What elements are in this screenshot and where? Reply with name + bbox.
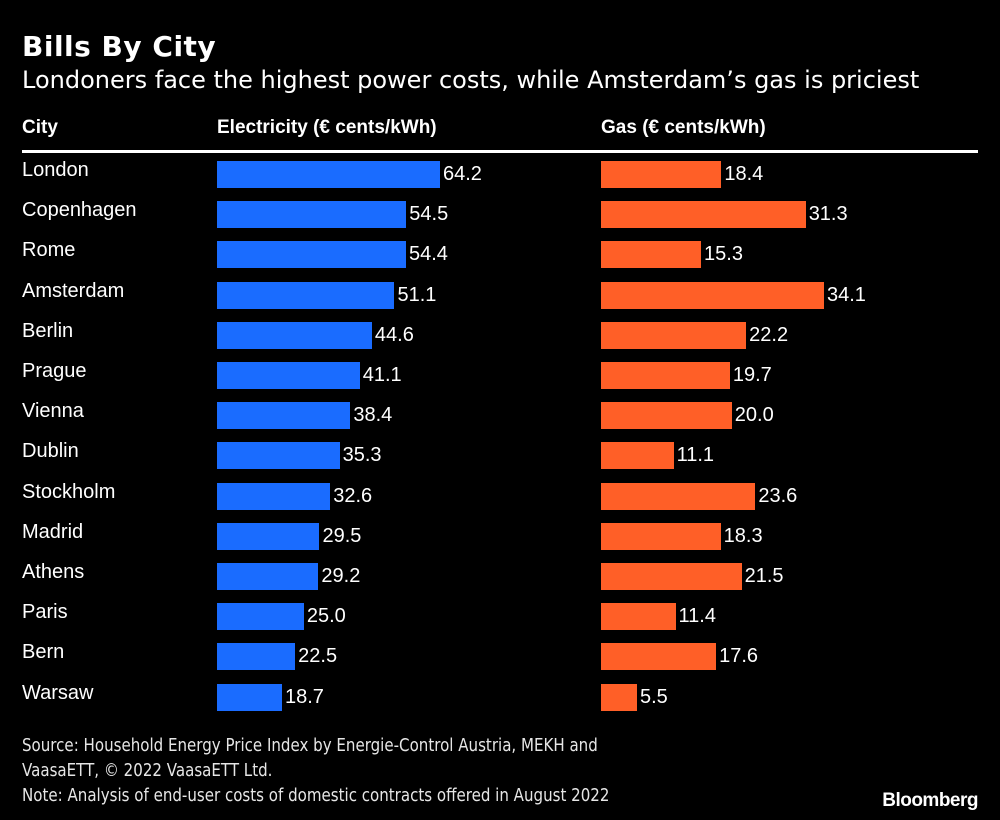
electricity-bar: [217, 321, 372, 349]
electricity-bar: [217, 643, 296, 671]
gas-value-label: 34.1: [827, 283, 866, 306]
electricity-bar: [217, 603, 304, 631]
city-label: Prague: [22, 360, 87, 382]
electricity-bar: [217, 442, 340, 470]
electricity-value-label: 38.4: [353, 404, 393, 427]
city-label: Copenhagen: [22, 199, 137, 222]
gas-bar: [601, 482, 756, 510]
gas-bar: [601, 522, 721, 550]
gas-value-label: 5.5: [639, 685, 668, 708]
electricity-bar: [217, 241, 406, 269]
city-label: Vienna: [22, 400, 84, 423]
gas-bar: [601, 362, 730, 389]
gas-bar: [601, 683, 637, 711]
electricity-bar: [217, 482, 331, 510]
gas-value-label: 11.1: [676, 444, 715, 467]
gas-value-label: 17.6: [719, 645, 759, 668]
gas-value-label: 21.5: [744, 565, 784, 587]
city-label: Bern: [22, 641, 65, 664]
gas-bar: [601, 603, 676, 631]
city-label: Madrid: [22, 520, 84, 543]
gas-bar: [601, 281, 824, 309]
city-label: London: [22, 159, 89, 181]
gas-value-label: 11.4: [678, 605, 716, 628]
city-label: Dublin: [22, 440, 79, 463]
column-header-electricity: Electricity (€ cents/kWh): [217, 117, 437, 138]
electricity-value-label: 32.6: [333, 484, 373, 507]
bloomberg-logo: Bloomberg: [882, 790, 978, 811]
gas-bar: [601, 241, 702, 269]
city-label: Rome: [22, 239, 76, 262]
column-header-gas: Gas (€ cents/kWh): [601, 117, 766, 138]
electricity-bar: [217, 683, 282, 711]
gas-bar: [601, 201, 806, 229]
source-line-1: Source: Household Energy Price Index by …: [22, 736, 598, 756]
source-line-2: VaasaETT, © 2022 VaasaETT Ltd.: [22, 761, 273, 781]
electricity-value-label: 35.3: [342, 444, 382, 467]
gas-value-label: 18.4: [724, 163, 764, 185]
footnote: Note: Analysis of end-user costs of dome…: [22, 786, 610, 806]
electricity-value-label: 29.5: [322, 524, 362, 547]
electricity-value-label: 41.1: [362, 364, 402, 386]
gas-bar: [601, 161, 722, 188]
city-label: Warsaw: [22, 681, 94, 704]
electricity-value-label: 22.5: [298, 645, 338, 668]
electricity-value-label: 64.2: [443, 163, 482, 185]
electricity-value-label: 51.1: [397, 283, 437, 306]
gas-value-label: 31.3: [808, 203, 848, 226]
gas-bar: [601, 402, 732, 430]
electricity-bar: [217, 281, 395, 309]
electricity-bar: [217, 563, 319, 590]
chart-title: Bills By City: [22, 30, 217, 63]
electricity-bar: [217, 161, 440, 188]
electricity-value-label: 54.5: [409, 203, 449, 226]
electricity-value-label: 18.7: [284, 685, 324, 708]
chart-subtitle: Londoners face the highest power costs, …: [22, 66, 920, 94]
column-header-city: City: [22, 117, 58, 138]
electricity-value-label: 25.0: [306, 605, 346, 628]
electricity-value-label: 44.6: [374, 323, 414, 346]
city-label: Athens: [22, 561, 85, 583]
gas-value-label: 19.7: [732, 364, 772, 386]
gas-value-label: 22.2: [749, 323, 789, 346]
gas-value-label: 20.0: [734, 404, 774, 427]
city-label: Stockholm: [22, 480, 116, 503]
electricity-bar: [217, 522, 320, 550]
gas-value-label: 15.3: [704, 243, 743, 266]
city-label: Amsterdam: [22, 279, 125, 302]
gas-value-label: 23.6: [758, 484, 798, 507]
city-label: Berlin: [22, 319, 74, 342]
electricity-bar: [217, 362, 360, 389]
gas-bar: [601, 321, 747, 349]
gas-bar: [601, 563, 742, 590]
electricity-bar: [217, 402, 351, 430]
electricity-value-label: 54.4: [408, 243, 448, 266]
gas-value-label: 18.3: [723, 524, 763, 547]
header-divider: [22, 150, 978, 153]
gas-bar: [601, 442, 674, 470]
city-label: Paris: [22, 601, 68, 624]
electricity-value-label: 29.2: [321, 565, 361, 587]
gas-bar: [601, 643, 717, 671]
electricity-bar: [217, 201, 407, 229]
